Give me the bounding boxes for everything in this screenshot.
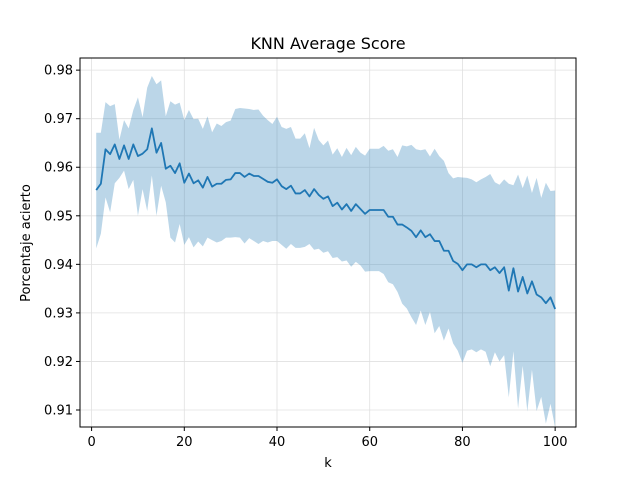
y-tick-label: 0.92 — [44, 355, 73, 370]
y-tick-label: 0.97 — [44, 112, 73, 127]
y-axis-title: Porcentaje acierto — [19, 184, 34, 302]
gridlines — [80, 58, 576, 427]
x-tick-label: 0 — [87, 435, 95, 450]
y-tick-label: 0.93 — [44, 306, 73, 321]
y-tick-label: 0.95 — [44, 209, 73, 224]
y-tick-label: 0.91 — [44, 404, 73, 419]
y-axis-ticks: 0.91 0.92 0.93 0.94 0.95 0.96 0.97 0.98 — [44, 64, 80, 419]
y-tick-label: 0.96 — [44, 161, 73, 176]
x-axis-title: k — [324, 456, 332, 471]
x-tick-label: 80 — [454, 435, 471, 450]
plot-frame — [79, 57, 577, 428]
std-band — [96, 75, 556, 428]
x-axis-ticks: 0 20 40 60 80 100 — [87, 427, 568, 450]
x-tick-label: 40 — [269, 435, 286, 450]
y-tick-label: 0.98 — [44, 64, 73, 79]
y-tick-label: 0.94 — [44, 258, 73, 273]
x-tick-label: 100 — [543, 435, 568, 450]
chart-title: KNN Average Score — [250, 34, 405, 53]
x-tick-label: 60 — [361, 435, 378, 450]
x-tick-label: 20 — [176, 435, 193, 450]
mean-score-line — [95, 127, 556, 310]
